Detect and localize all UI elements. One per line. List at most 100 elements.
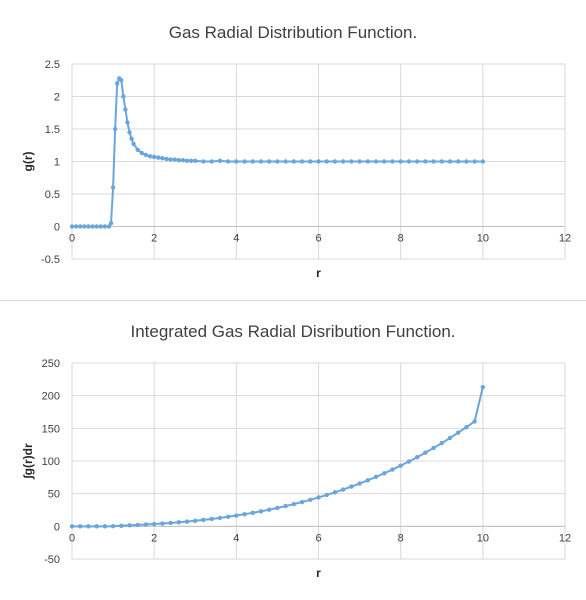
chart-panel-integrated-rdf: Integrated Gas Radial Disribution Functi… [0,300,586,600]
data-point [464,159,469,164]
data-point [447,435,453,441]
data-point [209,159,214,164]
data-point [168,520,173,526]
x-tick-label: 0 [69,532,75,544]
data-point [69,224,75,229]
data-point [308,159,313,164]
data-point [127,130,132,135]
data-point [73,224,79,229]
data-point [234,159,239,164]
y-tick-label: 50 [48,489,60,501]
data-point [258,509,264,514]
data-point [447,159,453,164]
data-point [373,159,379,164]
data-point [176,520,182,525]
data-point [156,155,161,160]
chart-title: Gas Radial Distribution Function. [169,23,418,42]
data-point [406,459,412,464]
data-point [147,154,153,159]
data-point [201,517,206,523]
data-point [480,384,486,390]
data-point [193,158,198,164]
data-point [291,501,297,507]
data-point [129,136,134,141]
data-point [225,159,231,164]
integrated-rdf-chart: Integrated Gas Radial Disribution Functi… [21,322,571,580]
data-point [119,523,124,529]
data-point [472,419,477,424]
x-tick-label: 8 [398,233,404,245]
data-point [308,497,313,503]
data-point [201,159,206,164]
rdf-chart: Gas Radial Distribution Function. -0.5 0 0.… [21,23,571,280]
data-point [439,440,444,446]
data-point [102,524,108,529]
data-point [127,523,132,528]
x-tick-label: 0 [69,233,75,245]
data-point [373,474,379,480]
data-point [316,159,321,164]
data-point [267,159,272,164]
y-tick-label: 0 [54,222,60,234]
x-tick-label: 8 [398,532,404,544]
data-point [209,516,214,522]
data-point [86,524,91,529]
series-line [72,77,483,228]
data-point [423,159,428,164]
data-point [217,515,223,521]
data-point [316,495,321,500]
data-point [291,159,297,164]
data-point [431,445,436,451]
data-point [390,159,395,164]
data-point [125,120,130,125]
x-tick-label: 6 [315,532,321,544]
data-point [160,521,165,526]
data-point [193,518,198,523]
data-point [455,430,461,435]
data-point [164,156,169,162]
data-point [151,521,157,527]
data-point [406,159,412,164]
x-tick-label: 4 [233,532,239,544]
data-point [119,78,124,83]
x-axis-label: r [316,266,321,280]
data-point [98,224,103,229]
y-tick-label: 0.5 [45,189,60,201]
data-point [172,157,177,162]
data-point [135,147,140,152]
data-point [78,224,83,229]
data-point [90,224,95,229]
data-point [168,157,173,162]
data-point [431,159,436,164]
data-point [123,107,128,112]
data-point [69,524,75,529]
y-tick-label: -0.5 [41,254,60,266]
y-tick-label: 0 [54,521,60,533]
data-point [151,154,157,160]
y-tick-label: 2.5 [45,59,60,71]
data-point [180,158,186,163]
data-point [382,159,387,164]
data-point [299,499,305,505]
data-point [78,524,83,529]
y-tick-label: 1 [54,157,60,169]
y-tick-label: 150 [42,423,60,435]
y-tick-label: 1.5 [45,124,60,136]
data-point [135,522,140,528]
data-point [250,159,255,164]
data-point [340,159,346,164]
data-point [94,224,99,229]
data-point [110,185,116,190]
data-point [340,487,346,492]
data-point [357,159,362,164]
data-point [121,94,126,99]
data-point [283,159,288,164]
data-point [188,158,194,164]
y-tick-label: 200 [42,391,60,403]
data-point [102,224,108,229]
y-axis-label: g(r) [21,152,35,172]
data-point [332,159,338,164]
data-point [112,126,118,132]
data-point [250,510,255,516]
data-point [258,159,264,164]
